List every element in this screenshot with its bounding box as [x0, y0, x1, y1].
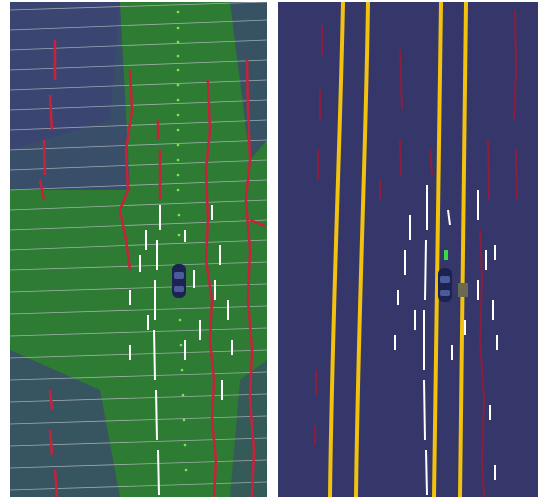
screenshot	[0, 0, 542, 500]
right-panel	[278, 2, 538, 497]
marker	[458, 283, 468, 297]
map-background	[278, 2, 538, 497]
page: {}	[0, 0, 542, 500]
ego-car	[438, 268, 452, 302]
left-panel	[10, 2, 267, 497]
ego-car	[172, 264, 186, 298]
marker	[444, 250, 448, 260]
